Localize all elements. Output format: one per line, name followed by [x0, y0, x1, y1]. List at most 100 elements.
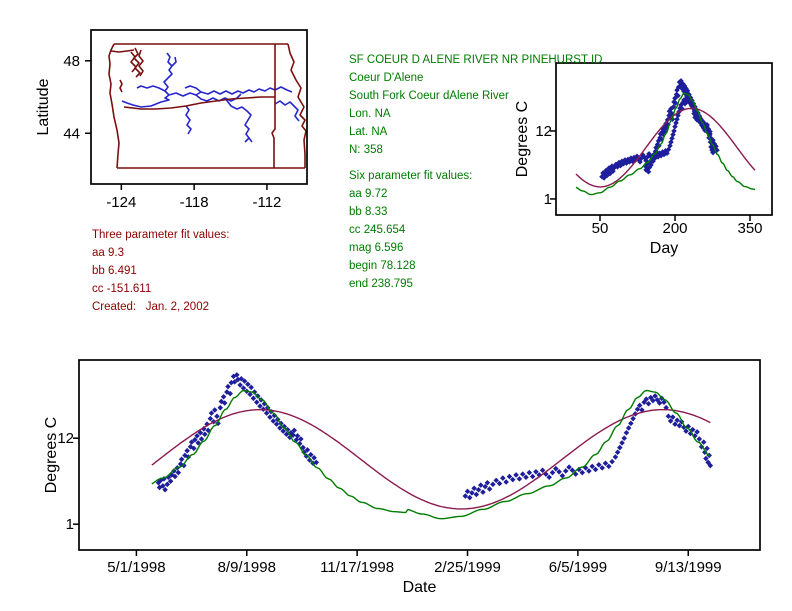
scatter-point — [665, 413, 672, 420]
fit-curve-six-param — [575, 92, 756, 196]
scatter-point — [251, 389, 258, 395]
three-param-value-1: bb 6.491 — [92, 265, 137, 277]
scatter-point — [705, 459, 711, 466]
scatter-point — [237, 382, 243, 388]
scatter-point — [162, 487, 168, 493]
plot-box — [90, 29, 308, 185]
scatter-point — [270, 418, 277, 424]
scatter-point — [670, 414, 676, 420]
y-axis-label: Degrees C — [514, 101, 531, 177]
state-border-path-4 — [110, 49, 135, 53]
date-series-plot-panel: 5/1/1998 8/9/1998 11/17/1998 2/25/1999 6/5/1… — [43, 359, 761, 596]
scatter-point — [245, 381, 251, 388]
scatter-point — [606, 463, 612, 470]
scatter-point — [678, 78, 684, 84]
scatter-point — [198, 436, 205, 442]
scatter-point — [617, 444, 623, 451]
six-param-value-0: aa 9.72 — [349, 188, 388, 200]
scatter-point — [636, 402, 643, 409]
state-border-path-3 — [108, 43, 120, 169]
plot-box — [78, 359, 761, 551]
scatter-point — [553, 465, 559, 472]
scatter-point — [208, 410, 215, 416]
scatter-point — [652, 393, 658, 399]
scatter-point — [293, 436, 300, 443]
scatter-point — [171, 468, 177, 474]
scatter-point — [703, 455, 709, 462]
day-of-year-plot-panel: 50 200 350 12 1 Day Degrees C — [514, 62, 773, 257]
scatter-point — [643, 157, 649, 164]
station-title: SF COEUR D ALENE RIVER NR PINEHURST ID — [349, 54, 603, 66]
scatter-point — [666, 108, 673, 114]
scatter-point — [490, 481, 496, 488]
scatter-point — [516, 476, 523, 482]
map-panel: -124 -118 -112 48 44 Latitude — [35, 29, 308, 211]
scatter-point — [596, 462, 602, 468]
scatter-point — [217, 404, 224, 411]
river-path-1 — [171, 56, 177, 67]
scatter-point — [503, 479, 509, 485]
river-path-7 — [248, 137, 253, 143]
scatter-point — [482, 483, 488, 490]
scatter-point — [294, 433, 301, 439]
y-axis-label: Latitude — [35, 78, 52, 135]
x-axis-label: Date — [403, 579, 437, 596]
scatter-point — [214, 413, 220, 420]
scatter-point — [630, 415, 636, 422]
scatter-point — [549, 469, 556, 476]
x-tick-label: -112 — [252, 194, 281, 211]
scatter-point — [469, 490, 475, 496]
scatter-point — [675, 112, 681, 119]
scatter-point — [609, 458, 615, 465]
scatter-point — [184, 447, 190, 454]
scatter-point — [308, 451, 314, 458]
scatter-point — [484, 479, 491, 486]
scatter-point — [671, 128, 677, 134]
station-line-3: Lat. NA — [349, 126, 388, 138]
y-tick-label: 1 — [66, 516, 74, 533]
scatter-point — [696, 436, 703, 442]
scatter-point — [612, 454, 619, 460]
river-path-2 — [136, 85, 166, 92]
scatter-point — [164, 481, 171, 488]
scatter-point — [602, 460, 609, 466]
scatter-point — [623, 429, 630, 436]
three-param-value-0: aa 9.3 — [92, 247, 124, 259]
scatter-point — [713, 143, 719, 150]
six-param-value-5: end 238.795 — [349, 278, 413, 290]
station-line-0: Coeur D'Alene — [349, 72, 424, 84]
scatter-point — [480, 489, 486, 495]
six-param-value-2: cc 245.654 — [349, 224, 406, 236]
scatter-point — [493, 477, 499, 484]
scatter-point — [643, 396, 650, 402]
scatter-point — [667, 418, 674, 424]
scatter-point — [291, 427, 297, 434]
x-tick-label: -124 — [106, 194, 136, 211]
scatter-point — [192, 436, 198, 443]
scatter-point — [707, 462, 714, 469]
scatter-point — [634, 406, 641, 413]
scatter-point — [513, 472, 519, 478]
y-tick-label: 12 — [535, 123, 552, 140]
scatter-point — [175, 469, 182, 476]
river-path-9 — [185, 105, 192, 135]
scatter-point — [273, 421, 280, 427]
scatter-point — [221, 400, 228, 406]
scatter-point — [656, 400, 663, 406]
fit-curve-six-param — [151, 389, 711, 520]
scatter-point — [619, 440, 625, 446]
scatter-point — [167, 478, 174, 484]
scatter-point — [240, 385, 247, 391]
state-border-path-10 — [119, 79, 123, 93]
scatter-point — [311, 454, 317, 461]
y-tick-label: 1 — [544, 191, 552, 208]
scatter-point — [665, 146, 672, 153]
six-param-header: Six parameter fit values: — [349, 170, 473, 182]
six-param-value-4: begin 78.128 — [349, 260, 416, 272]
scatter-point — [672, 123, 678, 130]
state-border-path-6 — [123, 96, 275, 110]
scatter-point — [546, 474, 552, 481]
scatter-point — [277, 425, 283, 431]
y-axis-label: Degrees C — [43, 417, 60, 493]
